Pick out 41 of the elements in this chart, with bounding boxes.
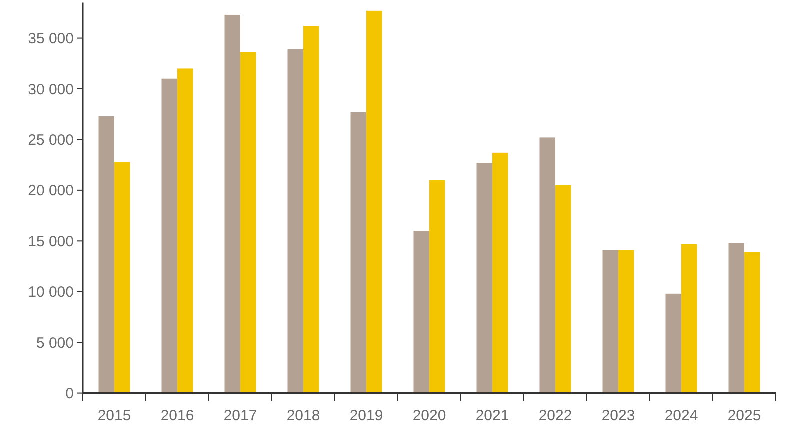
bar bbox=[98, 116, 114, 394]
bar bbox=[728, 243, 744, 394]
bar bbox=[682, 244, 698, 394]
bar bbox=[288, 49, 304, 394]
y-tick-label: 35 000 bbox=[28, 30, 74, 48]
bar bbox=[350, 112, 366, 394]
bar bbox=[430, 180, 446, 394]
bar bbox=[666, 294, 682, 394]
x-tick-label: 2016 bbox=[160, 407, 194, 424]
x-tick-label: 2025 bbox=[728, 407, 762, 424]
bar bbox=[556, 185, 572, 394]
y-tick-label: 15 000 bbox=[28, 233, 74, 250]
y-tick-label: 30 000 bbox=[28, 81, 74, 98]
bar bbox=[476, 163, 492, 394]
x-tick-label: 2018 bbox=[286, 407, 320, 424]
x-tick-label: 2023 bbox=[602, 407, 636, 424]
y-tick-label: 0 bbox=[66, 386, 74, 403]
bar bbox=[540, 138, 556, 394]
y-tick-label: 5 000 bbox=[36, 334, 74, 352]
x-tick-label: 2021 bbox=[476, 407, 510, 424]
x-tick-label: 2020 bbox=[412, 407, 446, 424]
bar bbox=[366, 10, 382, 394]
bar bbox=[114, 162, 130, 394]
bar bbox=[224, 14, 240, 394]
bar bbox=[602, 250, 618, 394]
bar bbox=[162, 78, 178, 394]
x-tick-label: 2022 bbox=[538, 407, 572, 424]
bar bbox=[178, 68, 194, 394]
y-tick-label: 10 000 bbox=[28, 284, 74, 302]
bar bbox=[744, 252, 760, 394]
bar bbox=[492, 152, 508, 394]
x-tick-label: 2024 bbox=[664, 407, 698, 424]
bar bbox=[618, 250, 634, 394]
x-tick-label: 2019 bbox=[350, 407, 384, 424]
x-tick-label: 2017 bbox=[224, 407, 258, 424]
x-tick-label: 2015 bbox=[98, 407, 132, 424]
y-tick-label: 20 000 bbox=[28, 182, 74, 200]
bar bbox=[414, 231, 430, 394]
bar bbox=[304, 26, 320, 394]
bar bbox=[240, 52, 256, 394]
y-tick-label: 25 000 bbox=[28, 132, 74, 149]
